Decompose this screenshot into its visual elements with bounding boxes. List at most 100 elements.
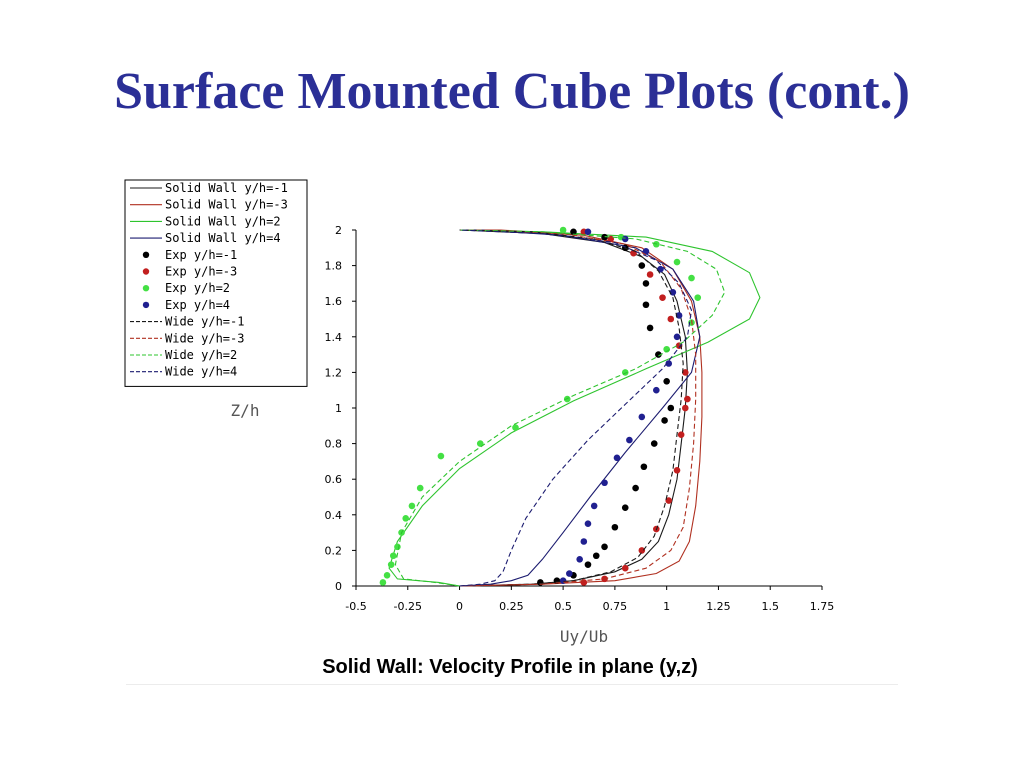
data-point-exp-y-h-1 [640, 463, 648, 471]
data-point-exp-y-h-2 [402, 515, 410, 522]
data-point-exp-y-h-4 [590, 502, 598, 510]
data-point-exp-y-h-2 [416, 484, 424, 492]
x-tick-label: 0 [456, 600, 463, 613]
x-tick-label: -0.25 [394, 600, 422, 613]
data-point-exp-y-h-1 [646, 324, 654, 332]
plot-area: -0.5 -0.25 0 0.25 0.5 0.75 1 1.25 1.5 1.75 0 0.2 0.4… [231, 224, 835, 646]
data-point-exp-y-h-3 [677, 431, 685, 439]
x-tick-label: 0.5 [554, 600, 572, 613]
data-point-exp-y-h-1 [642, 301, 650, 309]
data-point-exp-y-h-1 [667, 404, 675, 412]
series-line-wide-y-h-4 [459, 229, 693, 587]
y-tick-label: 0.2 [325, 544, 343, 557]
data-point-exp-y-h-1 [611, 523, 619, 531]
legend-label-exp-y-h-4: Exp y/h=4 [165, 298, 230, 312]
chart-legend: Solid Wall y/h=-1 Solid Wall y/h=-3 Solid … [124, 179, 308, 387]
caption-divider [126, 684, 898, 685]
data-point-exp-y-h-3 [638, 547, 646, 554]
data-point-exp-y-h-4 [584, 520, 592, 527]
data-point-exp-y-h-1 [621, 504, 629, 511]
legend-label-exp-y-h-2: Exp y/h=2 [165, 281, 230, 295]
data-point-exp-y-h-3 [682, 369, 689, 376]
data-point-exp-y-h-4 [559, 577, 567, 584]
data-point-exp-y-h-1 [642, 280, 650, 287]
data-point-exp-y-h-4 [584, 228, 592, 236]
data-point-exp-y-h-4 [613, 454, 621, 462]
data-point-exp-y-h-3 [646, 271, 654, 278]
y-tick-label: 1.2 [325, 366, 343, 379]
legend-label-exp-y-h-3: Exp y/h=-3 [165, 265, 237, 279]
data-point-exp-y-h-2 [621, 369, 629, 376]
data-point-exp-y-h-2 [389, 552, 397, 560]
data-point-exp-y-h-4 [642, 248, 650, 255]
x-tick-label: -0.5 [345, 600, 366, 613]
data-point-exp-y-h-1 [661, 417, 668, 424]
data-point-exp-y-h-2 [476, 440, 484, 447]
data-point-exp-y-h-1 [570, 228, 577, 236]
data-point-exp-y-h-2 [383, 572, 391, 579]
legend-label-solid-wall-y-h-2: Solid Wall y/h=2 [165, 214, 281, 228]
legend-label-wide-y-h-1: Wide y/h=-1 [165, 315, 244, 329]
data-point-exp-y-h-3 [682, 404, 689, 412]
data-point-exp-y-h-1 [638, 262, 646, 269]
data-point-exp-y-h-4 [601, 479, 608, 487]
series-line-wide-y-h-1 [459, 229, 684, 587]
data-point-exp-y-h-4 [653, 386, 660, 394]
data-point-exp-y-h-1 [592, 552, 600, 560]
x-tick-label: 0.75 [603, 600, 628, 613]
legend-label-solid-wall-y-h-1: Solid Wall y/h=-1 [165, 181, 288, 195]
legend-label-solid-wall-y-h-3: Solid Wall y/h=-3 [165, 198, 288, 212]
y-tick-label: 0.8 [325, 438, 343, 451]
data-point-exp-y-h-3 [667, 315, 675, 323]
x-tick-label: 1.25 [706, 600, 731, 613]
data-point-exp-y-h-4 [580, 538, 588, 545]
series-line-wide-y-h-3 [459, 229, 697, 587]
data-point-exp-y-h-3 [673, 467, 681, 474]
y-tick-label: 0 [335, 580, 342, 593]
legend-marker-exp-y-h-2 [142, 285, 150, 292]
data-point-exp-y-h-2 [673, 258, 681, 266]
data-point-exp-y-h-1 [601, 233, 608, 241]
data-point-exp-y-h-1 [584, 561, 592, 568]
data-point-exp-y-h-4 [673, 333, 681, 341]
data-point-exp-y-h-2 [387, 561, 395, 568]
y-tick-label: 0.4 [325, 509, 343, 522]
legend-marker-exp-y-h-3 [142, 268, 150, 275]
legend-marker-exp-y-h-4 [142, 301, 150, 309]
data-point-exp-y-h-2 [694, 294, 702, 301]
data-point-exp-y-h-4 [576, 556, 583, 563]
y-tick-label: 1.8 [325, 260, 343, 273]
velocity-profile-chart: -0.5 -0.25 0 0.25 0.5 0.75 1 1.25 1.5 1.75 0 0.2 0.4… [124, 179, 835, 646]
legend-label-wide-y-h-4: Wide y/h=4 [165, 365, 237, 379]
data-point-exp-y-h-1 [663, 378, 670, 385]
x-tick-label: 1 [663, 600, 670, 613]
x-tick-label: 0.25 [499, 600, 524, 613]
y-tick-label: 1 [335, 402, 342, 415]
data-point-exp-y-h-2 [437, 452, 445, 460]
data-point-exp-y-h-4 [638, 413, 646, 421]
data-point-exp-y-h-3 [621, 564, 629, 572]
legend-marker-exp-y-h-1 [142, 251, 150, 258]
chart-title: Solid Wall: Velocity Profile in plane (y… [322, 656, 698, 678]
series-line-solid-wall-y-h-2 [388, 229, 761, 587]
x-axis-label: Uy/Ub [560, 627, 608, 646]
series-line-solid-wall-y-h-1 [459, 229, 688, 587]
data-point-exp-y-h-2 [379, 579, 387, 586]
data-point-exp-y-h-2 [559, 226, 567, 234]
data-point-exp-y-h-3 [659, 294, 666, 301]
legend-label-wide-y-h-3: Wide y/h=-3 [165, 331, 244, 345]
data-point-exp-y-h-2 [408, 502, 416, 510]
x-tick-label: 1.75 [810, 600, 835, 613]
y-tick-label: 1.6 [325, 295, 343, 308]
legend-box [124, 179, 308, 387]
y-tick-label: 2 [335, 224, 342, 237]
series-line-wide-y-h-2 [394, 229, 726, 587]
data-point-exp-y-h-1 [632, 484, 639, 492]
data-point-exp-y-h-2 [512, 424, 519, 431]
data-point-exp-y-h-1 [655, 351, 662, 358]
slide-title: Surface Mounted Cube Plots (cont.) [114, 63, 910, 120]
data-point-exp-y-h-3 [684, 395, 691, 403]
x-tick-label: 1.5 [761, 600, 779, 613]
data-point-exp-y-h-4 [566, 570, 573, 577]
data-point-exp-y-h-2 [688, 274, 695, 282]
